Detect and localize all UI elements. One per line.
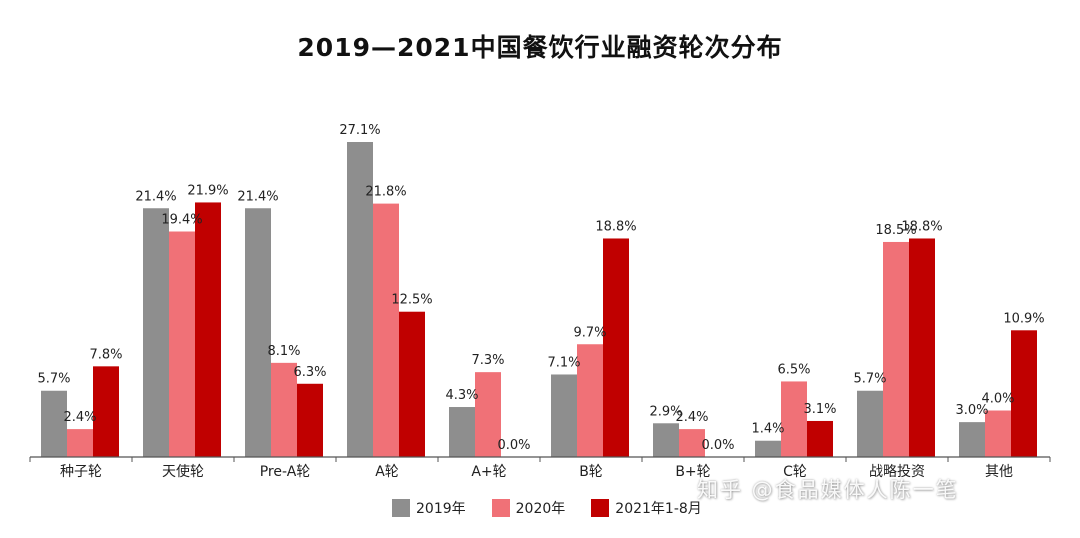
data-label: 18.8%: [595, 219, 636, 234]
bar-A轮-2021年1-8月: [399, 311, 425, 457]
data-label: 18.5%: [875, 223, 916, 238]
x-tick-label: 其他: [985, 464, 1013, 480]
x-tick-label: Pre-A轮: [260, 464, 311, 480]
bar-A+轮-2020年: [475, 372, 501, 457]
bar-B轮-2019年: [551, 374, 577, 457]
data-label: 6.3%: [293, 365, 326, 380]
data-label: 2.9%: [649, 404, 682, 419]
bar-B+轮-2020年: [679, 429, 705, 457]
data-label: 2.4%: [63, 410, 96, 425]
data-labels-layer: 5.7% 2.4% 7.8% 21.4% 19.4% 21.9% 21.4% 8.1% 6.3%…: [37, 123, 1044, 453]
data-label: 18.8%: [901, 219, 942, 234]
data-label: 7.3%: [471, 353, 504, 368]
x-tick-label: B轮: [579, 464, 603, 480]
data-label: 5.7%: [853, 372, 886, 387]
bar-其他-2020年: [985, 410, 1011, 457]
bar-Pre-A轮-2021年1-8月: [297, 383, 323, 457]
data-label: 0.0%: [497, 438, 530, 453]
x-tick-label: A+轮: [471, 464, 506, 480]
data-label: 1.4%: [751, 422, 784, 437]
legend: 2019年 2020年 2021年1-8月: [392, 496, 702, 520]
bar-C轮-2019年: [755, 440, 781, 457]
bar-B轮-2021年1-8月: [603, 238, 629, 457]
data-label: 4.0%: [981, 392, 1014, 407]
bar-C轮-2021年1-8月: [807, 420, 833, 457]
data-label: 7.8%: [89, 347, 122, 362]
data-label: 0.0%: [701, 438, 734, 453]
data-label: 8.1%: [267, 344, 300, 359]
bar-Pre-A轮-2019年: [245, 208, 271, 457]
legend-item: 2021年1-8月: [591, 498, 702, 518]
legend-swatch: [491, 499, 510, 517]
bar-种子轮-2021年1-8月: [93, 366, 119, 457]
data-label: 21.8%: [365, 185, 406, 200]
x-tick-label: B+轮: [675, 464, 710, 480]
data-label: 19.4%: [161, 213, 202, 228]
bars-layer: [41, 142, 1037, 457]
data-label: 3.1%: [803, 402, 836, 417]
bar-战略投资-2019年: [857, 390, 883, 457]
legend-item: 2020年: [491, 498, 566, 518]
legend-swatch: [591, 499, 610, 517]
bar-其他-2019年: [959, 422, 985, 457]
x-tick-label: 天使轮: [162, 463, 204, 480]
bar-A+轮-2019年: [449, 407, 475, 457]
data-label: 21.9%: [187, 183, 228, 198]
bar-B轮-2020年: [577, 344, 603, 457]
legend-item: 2019年: [392, 498, 466, 518]
x-tick-label: 种子轮: [60, 464, 102, 480]
legend-swatch: [392, 499, 410, 517]
bar-种子轮-2020年: [67, 429, 93, 457]
bar-天使轮-2020年: [169, 231, 195, 457]
legend-label: 2021年1-8月: [615, 501, 702, 517]
bar-种子轮-2019年: [41, 390, 67, 457]
data-label: 7.1%: [547, 355, 580, 370]
bar-天使轮-2019年: [143, 208, 169, 457]
bar-天使轮-2021年1-8月: [195, 202, 221, 457]
legend-label: 2019年: [416, 501, 466, 517]
data-label: 6.5%: [777, 362, 810, 377]
data-label: 4.3%: [445, 388, 478, 403]
data-label: 5.7%: [37, 372, 70, 387]
data-label: 3.0%: [955, 403, 988, 418]
x-tick-label: C轮: [783, 464, 807, 480]
bar-B+轮-2019年: [653, 423, 679, 457]
legend-label: 2020年: [515, 501, 566, 517]
bar-C轮-2020年: [781, 381, 807, 457]
bar-战略投资-2020年: [883, 241, 909, 457]
bar-其他-2021年1-8月: [1011, 330, 1037, 457]
data-label: 21.4%: [237, 189, 278, 204]
data-label: 9.7%: [573, 325, 606, 340]
x-tick-label: 战略投资: [869, 464, 925, 480]
data-label: 12.5%: [391, 293, 432, 308]
bar-战略投资-2021年1-8月: [909, 238, 935, 457]
data-label: 21.4%: [135, 189, 176, 204]
watermark: 知乎 @食品媒体人陈一笔: [697, 478, 959, 502]
data-label: 10.9%: [1003, 311, 1044, 326]
bar-A轮-2019年: [347, 142, 373, 457]
data-label: 2.4%: [675, 410, 708, 425]
chart-title: 2019—2021中国餐饮行业融资轮次分布: [297, 33, 783, 62]
data-label: 27.1%: [339, 123, 380, 138]
x-tick-label: A轮: [375, 464, 399, 480]
bar-Pre-A轮-2020年: [271, 362, 297, 457]
x-axis: 种子轮 天使轮 Pre-A轮 A轮 A+轮 B轮 B+轮 C轮 战略投资 其他: [29, 456, 1051, 480]
bar-A轮-2020年: [373, 203, 399, 457]
